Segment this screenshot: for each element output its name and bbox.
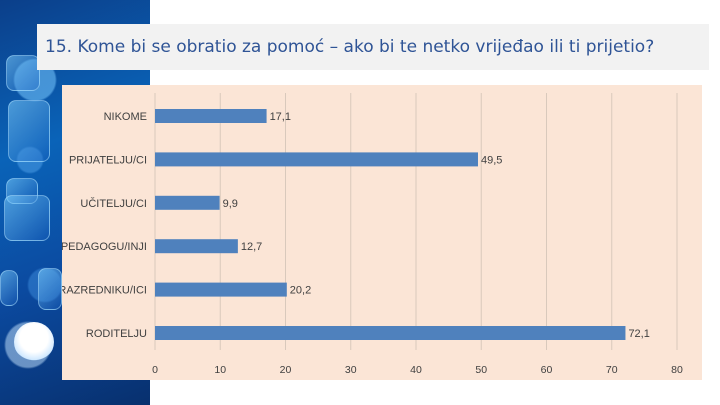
slide-title: 15. Kome bi se obratio za pomoć – ako bi… — [45, 37, 655, 57]
bar — [155, 152, 478, 167]
title-bar — [37, 24, 709, 70]
category-label: PRIJATELJU/CI — [69, 154, 147, 166]
value-label: 49,5 — [481, 154, 502, 166]
bar — [155, 282, 287, 297]
x-tick-label: 20 — [280, 364, 292, 376]
bird-icon — [14, 322, 54, 362]
link-tile-icon — [4, 195, 50, 241]
value-label: 72,1 — [628, 328, 649, 340]
category-label: PEDAGOGU/INJI — [62, 241, 147, 253]
category-label: UČITELJU/CI — [80, 197, 147, 210]
chart-panel: 0 10 20 30 40 50 60 70 80 NIKOME 17,1 PRIJATELJU/CI… — [62, 85, 702, 380]
x-tick-label: 30 — [345, 364, 357, 376]
x-tick-label: 10 — [214, 364, 226, 376]
category-label: NIKOME — [104, 111, 147, 123]
tv-tile-icon — [6, 55, 40, 91]
phone-tile-icon — [0, 270, 18, 306]
bar — [155, 239, 238, 254]
bar — [155, 109, 267, 123]
bar-chart: 0 10 20 30 40 50 60 70 80 NIKOME 17,1 PRIJATELJU/CI… — [62, 93, 683, 376]
value-label: 9,9 — [223, 198, 238, 210]
category-label: RAZREDNIKU/ICI — [62, 285, 147, 297]
value-label: 17,1 — [270, 111, 291, 123]
value-label: 12,7 — [241, 241, 262, 253]
category-label: RODITELJU — [86, 328, 147, 340]
bar — [155, 195, 220, 210]
x-tick-label: 50 — [475, 364, 487, 376]
x-tick-label: 60 — [541, 364, 553, 376]
value-label: 20,2 — [290, 285, 311, 297]
bulb-tile-icon — [8, 100, 50, 162]
grid-tile-icon — [38, 268, 62, 310]
x-tick-label: 70 — [606, 364, 618, 376]
x-tick-label: 80 — [671, 364, 683, 376]
x-tick-label: 40 — [410, 364, 422, 376]
x-tick-label: 0 — [152, 364, 158, 376]
bar — [155, 326, 626, 340]
